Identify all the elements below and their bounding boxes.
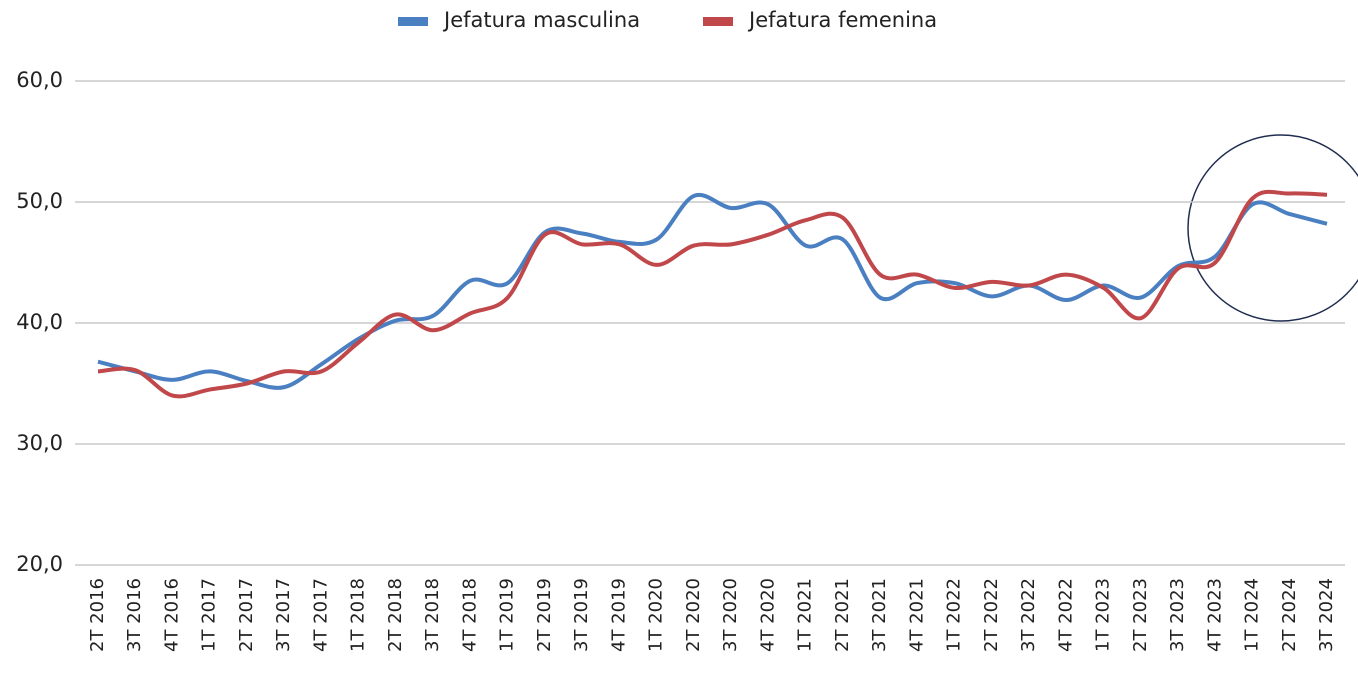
x-tick-label: 3T 2023 bbox=[1167, 578, 1188, 652]
x-tick-label: 3T 2022 bbox=[1018, 578, 1039, 652]
x-tick-label: 4T 2017 bbox=[310, 578, 331, 652]
y-tick-label: 20,0 bbox=[16, 552, 63, 576]
x-tick-label: 2T 2024 bbox=[1279, 578, 1300, 652]
x-tick-label: 3T 2021 bbox=[869, 578, 890, 652]
y-tick-label: 50,0 bbox=[16, 189, 63, 213]
y-tick-label: 30,0 bbox=[16, 431, 63, 455]
x-tick-label: 4T 2020 bbox=[757, 578, 778, 652]
x-tick-label: 1T 2019 bbox=[497, 578, 518, 652]
x-tick-label: 2T 2016 bbox=[87, 578, 108, 652]
x-tick-label: 3T 2020 bbox=[720, 578, 741, 652]
x-tick-label: 3T 2016 bbox=[124, 578, 145, 652]
x-tick-label: 2T 2021 bbox=[832, 578, 853, 652]
x-tick-label: 2T 2020 bbox=[683, 578, 704, 652]
x-tick-label: 3T 2019 bbox=[571, 578, 592, 652]
x-tick-label: 2T 2023 bbox=[1130, 578, 1151, 652]
x-tick-label: 2T 2022 bbox=[981, 578, 1002, 652]
x-tick-label: 2T 2018 bbox=[385, 578, 406, 652]
x-tick-label: 2T 2017 bbox=[236, 578, 257, 652]
legend-label: Jefatura femenina bbox=[747, 8, 937, 32]
x-tick-label: 1T 2018 bbox=[348, 578, 369, 652]
x-tick-label: 1T 2023 bbox=[1093, 578, 1114, 652]
legend-label: Jefatura masculina bbox=[442, 8, 640, 32]
x-tick-label: 1T 2022 bbox=[944, 578, 965, 652]
legend-swatch bbox=[398, 17, 428, 26]
x-tick-label: 3T 2017 bbox=[273, 578, 294, 652]
x-tick-label: 4T 2021 bbox=[906, 578, 927, 652]
x-tick-label: 3T 2024 bbox=[1316, 578, 1337, 652]
highlight-circle bbox=[1187, 134, 1358, 322]
x-tick-label: 1T 2024 bbox=[1242, 578, 1263, 652]
x-tick-label: 1T 2017 bbox=[199, 578, 220, 652]
x-tick-label: 1T 2020 bbox=[646, 578, 667, 652]
series-line bbox=[97, 189, 1328, 399]
x-tick-label: 1T 2021 bbox=[795, 578, 816, 652]
x-tick-label: 4T 2018 bbox=[459, 578, 480, 652]
x-tick-label: 4T 2019 bbox=[608, 578, 629, 652]
y-tick-label: 60,0 bbox=[16, 68, 63, 92]
y-tick-label: 40,0 bbox=[16, 310, 63, 334]
x-tick-label: 3T 2018 bbox=[422, 578, 443, 652]
x-tick-label: 4T 2016 bbox=[161, 578, 182, 652]
x-tick-label: 4T 2023 bbox=[1204, 578, 1225, 652]
x-tick-label: 4T 2022 bbox=[1055, 578, 1076, 652]
series-line bbox=[97, 192, 1328, 390]
x-tick-label: 2T 2019 bbox=[534, 578, 555, 652]
legend-swatch bbox=[703, 17, 733, 26]
